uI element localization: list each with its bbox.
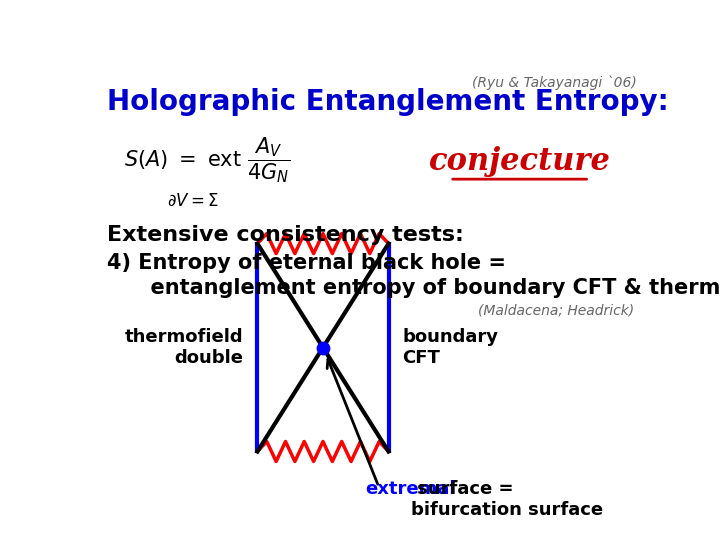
Text: Holographic Entanglement Entropy:: Holographic Entanglement Entropy: — [107, 87, 668, 116]
Text: entanglement entropy of boundary CFT & thermofield double: entanglement entropy of boundary CFT & t… — [107, 278, 720, 298]
Text: $\partial V = \Sigma$: $\partial V = \Sigma$ — [167, 192, 219, 210]
Text: $S(A) \ = \ \mathrm{ext} \ \dfrac{A_V}{4G_N}$: $S(A) \ = \ \mathrm{ext} \ \dfrac{A_V}{4… — [124, 136, 290, 185]
Text: 4) Entropy of eternal black hole =: 4) Entropy of eternal black hole = — [107, 253, 505, 273]
Text: thermofield
double: thermofield double — [125, 328, 243, 367]
Text: extremal: extremal — [365, 480, 455, 498]
Text: boundary
CFT: boundary CFT — [402, 328, 498, 367]
Text: (Maldacena; Headrick): (Maldacena; Headrick) — [478, 304, 634, 318]
Point — [318, 343, 329, 352]
Text: surface =
bifurcation surface: surface = bifurcation surface — [410, 480, 603, 518]
Text: (Ryu & Takayanagi `06): (Ryu & Takayanagi `06) — [472, 75, 637, 90]
Text: conjecture: conjecture — [428, 146, 611, 177]
Text: Extensive consistency tests:: Extensive consistency tests: — [107, 225, 464, 245]
